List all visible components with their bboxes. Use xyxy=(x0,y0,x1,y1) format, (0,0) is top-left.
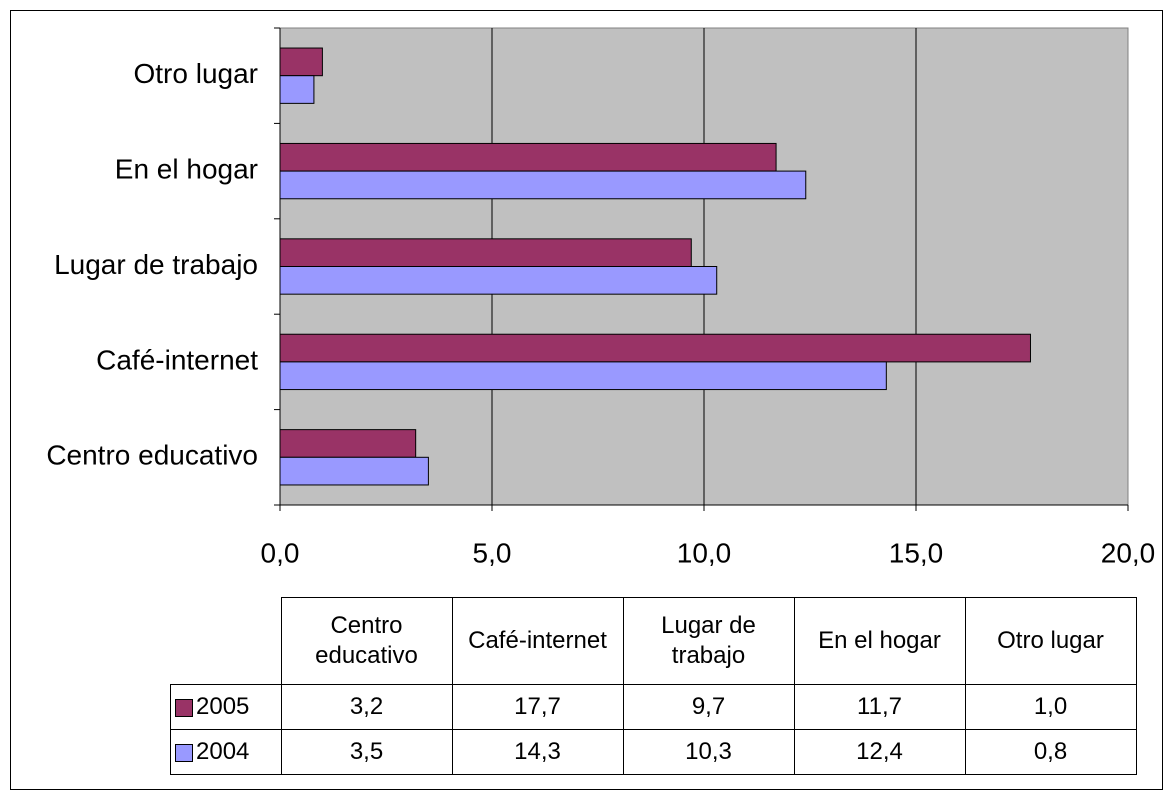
bar xyxy=(279,238,692,267)
header-cell: Lugar de trabajo xyxy=(622,597,795,685)
header-cell: Centro educativo xyxy=(280,597,453,685)
bar xyxy=(279,456,429,486)
x-tick-label: 20,0 xyxy=(1101,537,1156,568)
legend-label: 2004 xyxy=(196,738,250,765)
bar xyxy=(279,47,323,77)
bar xyxy=(279,333,1031,363)
y-tick-label: Centro educativo xyxy=(46,440,258,471)
legend-label: 2005 xyxy=(196,693,250,720)
value-cell: 0,8 xyxy=(964,729,1137,775)
value-cell: 9,7 xyxy=(622,684,795,730)
value-cell: 1,0 xyxy=(964,684,1137,730)
legend-key: 2005 xyxy=(170,684,282,730)
y-tick-label: Café-internet xyxy=(96,344,258,375)
bar xyxy=(279,361,887,391)
data-row: 2005 3,2 17,7 9,7 11,7 1,0 xyxy=(170,684,1137,730)
value-cell: 17,7 xyxy=(451,684,624,730)
data-table: Centro educativo Café-internet Lugar de tr… xyxy=(170,597,1137,775)
y-tick-label: Otro lugar xyxy=(134,58,259,89)
value-cell: 10,3 xyxy=(622,729,795,775)
header-cell: Otro lugar xyxy=(964,597,1137,685)
x-tick-label: 10,0 xyxy=(677,537,732,568)
y-tick-label: En el hogar xyxy=(115,153,258,184)
value-cell: 12,4 xyxy=(793,729,966,775)
y-tick-label: Lugar de trabajo xyxy=(54,249,258,280)
legend-swatch xyxy=(175,743,193,762)
x-tick-label: 15,0 xyxy=(889,537,944,568)
header-cell: Café-internet xyxy=(451,597,624,685)
legend-key: 2004 xyxy=(170,729,282,775)
corner-cell xyxy=(171,598,282,685)
value-cell: 3,5 xyxy=(280,729,453,775)
value-cell: 14,3 xyxy=(451,729,624,775)
header-row: Centro educativo Café-internet Lugar de tr… xyxy=(171,597,1137,685)
value-cell: 3,2 xyxy=(280,684,453,730)
data-row: 2004 3,5 14,3 10,3 12,4 0,8 xyxy=(170,729,1137,775)
legend-swatch xyxy=(175,698,193,717)
bar xyxy=(279,266,718,295)
bar xyxy=(279,142,777,172)
bar xyxy=(279,170,807,200)
x-tick-label: 5,0 xyxy=(473,537,512,568)
bar xyxy=(279,429,417,458)
table-body: Centro educativo Café-internet Lugar de tr… xyxy=(170,597,1137,775)
x-tick-label: 0,0 xyxy=(261,537,300,568)
bar xyxy=(279,75,315,104)
header-cell: En el hogar xyxy=(793,597,966,685)
value-cell: 11,7 xyxy=(793,684,966,730)
